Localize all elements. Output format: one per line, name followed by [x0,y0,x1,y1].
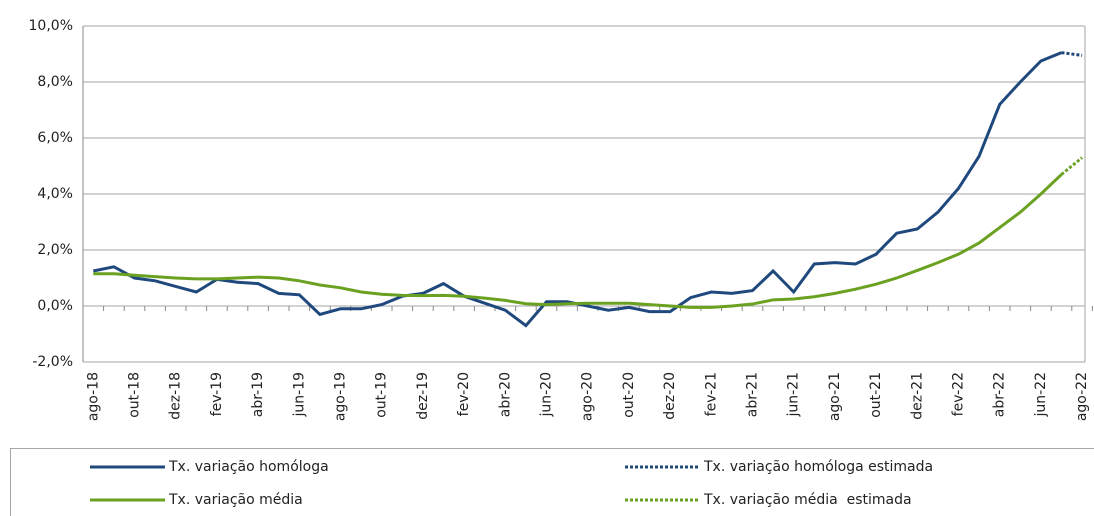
x-tick-label: out-20 [621,372,637,418]
x-tick-label: abr-21 [745,372,761,417]
x-tick-label: fev-22 [951,372,967,416]
x-tick-label: abr-19 [250,372,266,417]
x-tick-label: fev-20 [456,372,472,416]
y-tick-label: 6,0% [37,130,73,146]
legend-label: Tx. variação homóloga [168,459,329,475]
x-tick-label: jun-19 [291,372,307,418]
x-tick-label: ago-20 [580,372,596,421]
x-tick-label: out-18 [127,372,143,418]
x-tick-label: dez-19 [415,372,431,420]
y-tick-label: 8,0% [37,74,73,90]
x-tick-label: out-21 [868,372,884,418]
y-tick-label: 2,0% [37,242,73,258]
x-tick-label: dez-18 [168,372,184,420]
x-tick-label: fev-21 [703,372,719,416]
y-tick-label: 10,0% [29,18,73,34]
y-tick-label: 4,0% [37,186,73,202]
series-line [1060,156,1084,176]
x-tick-label: dez-20 [662,372,678,420]
x-tick-label: fev-19 [209,372,225,416]
x-tick-label: abr-22 [992,372,1008,417]
legend-label: Tx. variação média [168,492,303,508]
x-tick-label: jun-22 [1033,372,1049,418]
x-tick-label: abr-20 [497,372,513,417]
x-tick-label: jun-20 [539,372,555,418]
series-line [93,173,1063,309]
x-tick-label: dez-21 [909,372,925,420]
y-tick-label: -2,0% [32,354,73,370]
legend-label: Tx. variação homóloga estimada [703,459,933,475]
y-tick-label: 0,0% [37,298,73,314]
series-line [1061,51,1083,57]
x-tick-label: ago-22 [1074,372,1090,421]
series-line [93,51,1063,328]
x-tick-label: ago-18 [85,372,101,421]
x-tick-label: out-19 [374,372,390,418]
x-tick-label: ago-19 [333,372,349,421]
legend-label: Tx. variação média estimada [703,492,912,508]
x-tick-label: ago-21 [827,372,843,421]
x-tick-label: jun-21 [786,372,802,418]
legend-box [10,448,1094,516]
